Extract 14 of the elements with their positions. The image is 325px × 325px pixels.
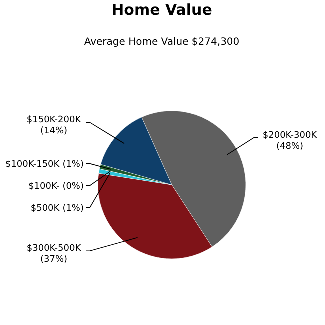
slice-label: $300K-500K xyxy=(26,244,82,254)
slice-label: $200K-300K xyxy=(262,130,318,141)
slice-label: $100K-150K xyxy=(5,160,61,170)
text: (0%) xyxy=(62,182,84,192)
data-label: (14%) xyxy=(40,126,68,137)
category-label: $100K- xyxy=(28,182,60,192)
chart-title: Home Value xyxy=(112,1,212,19)
data-label: (1%) xyxy=(62,204,84,214)
slice-label: $500K xyxy=(30,204,61,214)
data-label: (1%) xyxy=(62,160,84,170)
data-label: (48%) xyxy=(276,142,304,152)
slice-label: $150K-200K xyxy=(26,116,82,126)
data-label: (37%) xyxy=(40,255,68,266)
chart-subtitle: Average Home Value $274,300 xyxy=(84,37,240,48)
